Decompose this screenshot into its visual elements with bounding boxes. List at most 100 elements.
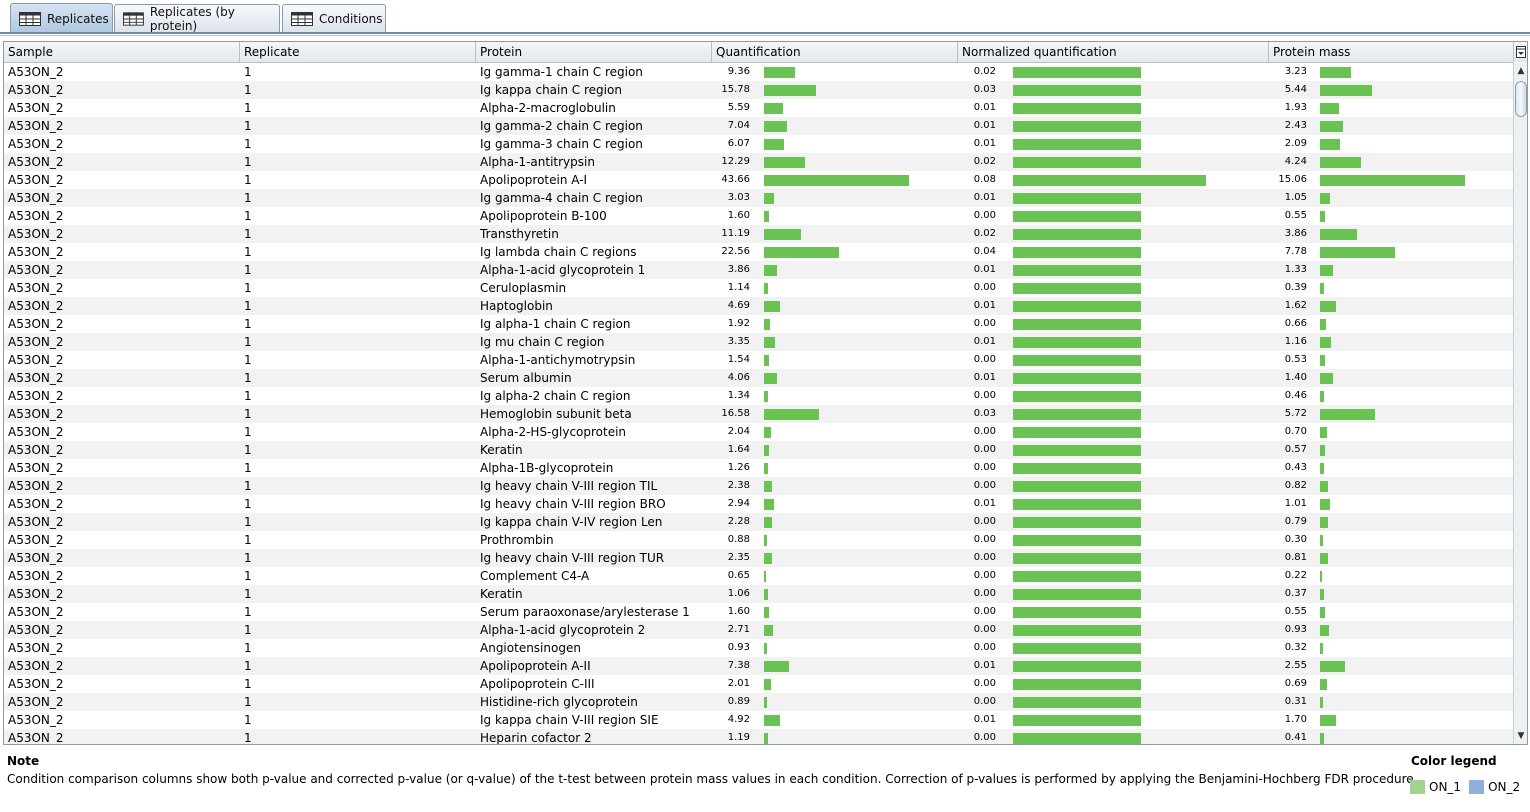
protein-mass-value: 0.57 [1284,444,1307,455]
sample-cell: A53ON_2 [8,731,64,745]
replicate-cell: 1 [244,65,252,79]
table-row[interactable]: A53ON_2 1 Haptoglobin 4.69 0.01 1.62 [4,297,1513,315]
sample-cell: A53ON_2 [8,119,64,133]
replicate-cell: 1 [244,407,252,421]
normalized-quantification-bar [1013,715,1141,726]
replicate-cell: 1 [244,83,252,97]
protein-mass-value: 3.23 [1284,66,1307,77]
normalized-quantification-value: 0.00 [973,570,996,581]
sample-cell: A53ON_2 [8,605,64,619]
table-row[interactable]: A53ON_2 1 Apolipoprotein A-II 7.38 0.01 2.55 [4,657,1513,675]
table-row[interactable]: A53ON_2 1 Complement C4-A 0.65 0.00 0.22 [4,567,1513,585]
table-row[interactable]: A53ON_2 1 Angiotensinogen 0.93 0.00 0.32 [4,639,1513,657]
normalized-quantification-bar [1013,67,1141,78]
protein-mass-bar [1320,229,1357,240]
table-row[interactable]: A53ON_2 1 Ceruloplasmin 1.14 0.00 0.39 [4,279,1513,297]
replicate-cell: 1 [244,569,252,583]
table-row[interactable]: A53ON_2 1 Alpha-2-HS-glycoprotein 2.04 0.00 0… [4,423,1513,441]
table-row[interactable]: A53ON_2 1 Transthyretin 11.19 0.02 3.86 [4,225,1513,243]
normalized-quantification-value: 0.08 [973,174,996,185]
table-row[interactable]: A53ON_2 1 Ig lambda chain C regions 22.56 0.… [4,243,1513,261]
normalized-quantification-bar [1013,607,1141,618]
table-row[interactable]: A53ON_2 1 Hemoglobin subunit beta 16.58 0.03… [4,405,1513,423]
protein-mass-value: 1.33 [1284,264,1307,275]
quantification-value: 7.38 [727,660,750,671]
table-row[interactable]: A53ON_2 1 Alpha-1-acid glycoprotein 1 3.86 0… [4,261,1513,279]
protein-mass-bar [1320,301,1336,312]
table-row[interactable]: A53ON_2 1 Ig kappa chain V-III region SIE 4… [4,711,1513,729]
table-row[interactable]: A53ON_2 1 Ig alpha-2 chain C region 1.34 0.0… [4,387,1513,405]
quantification-value: 12.29 [721,156,750,167]
table-row[interactable]: A53ON_2 1 Ig heavy chain V-III region TIL 2… [4,477,1513,495]
protein-mass-bar [1320,571,1322,582]
protein-mass-value: 15.06 [1278,174,1307,185]
normalized-quantification-value: 0.00 [973,678,996,689]
column-header-sample[interactable]: Sample [4,42,240,62]
table-row[interactable]: A53ON_2 1 Ig gamma-3 chain C region 6.07 0.0… [4,135,1513,153]
table-row[interactable]: A53ON_2 1 Ig gamma-4 chain C region 3.03 0.0… [4,189,1513,207]
sample-cell: A53ON_2 [8,677,64,691]
normalized-quantification-bar [1013,733,1141,744]
quantification-bar [764,427,771,438]
table-row[interactable]: A53ON_2 1 Apolipoprotein B-100 1.60 0.00 0.55 [4,207,1513,225]
scroll-down-icon[interactable]: ▼ [1517,731,1525,741]
table-row[interactable]: A53ON_2 1 Histidine-rich glycoprotein 0.89 0… [4,693,1513,711]
protein-mass-value: 0.79 [1284,516,1307,527]
table-row[interactable]: A53ON_2 1 Ig kappa chain C region 15.78 0.03… [4,81,1513,99]
vertical-scrollbar[interactable]: ▲ ▼ [1513,63,1527,744]
table-row[interactable]: A53ON_2 1 Alpha-1-antichymotrypsin 1.54 0.00… [4,351,1513,369]
table-row[interactable]: A53ON_2 1 Alpha-1-antitrypsin 12.29 0.02 4.24 [4,153,1513,171]
normalized-quantification-bar [1013,643,1141,654]
table-row[interactable]: A53ON_2 1 Ig kappa chain V-IV region Len 2.… [4,513,1513,531]
table-row[interactable]: A53ON_2 1 Heparin cofactor 2 1.19 0.00 0.41 [4,729,1513,745]
normalized-quantification-bar [1013,391,1141,402]
table-row[interactable]: A53ON_2 1 Ig gamma-1 chain C region 9.36 0.0… [4,63,1513,81]
legend-label-on1: ON_1 [1429,780,1462,794]
quantification-bar [764,715,780,726]
protein-cell: Ig gamma-3 chain C region [480,137,643,151]
table-row[interactable]: A53ON_2 1 Ig gamma-2 chain C region 7.04 0.0… [4,117,1513,135]
normalized-quantification-bar [1013,337,1141,348]
scroll-up-icon[interactable]: ▲ [1517,66,1525,76]
table-row[interactable]: A53ON_2 1 Serum paraoxonase/arylesterase 1… [4,603,1513,621]
table-row[interactable]: A53ON_2 1 Apolipoprotein A-I 43.66 0.08 15.06 [4,171,1513,189]
table-row[interactable]: A53ON_2 1 Ig heavy chain V-III region BRO 2… [4,495,1513,513]
tab-replicates[interactable]: Replicates [10,3,113,33]
table-row[interactable]: A53ON_2 1 Serum albumin 4.06 0.01 1.40 [4,369,1513,387]
column-header-protein[interactable]: Protein [476,42,712,62]
tab-replicates-by-protein[interactable]: Replicates (by protein) [114,4,280,33]
column-header-replicate[interactable]: Replicate [240,42,476,62]
column-header-quantification[interactable]: Quantification [712,42,958,62]
quantification-value: 43.66 [721,174,750,185]
table-row[interactable]: A53ON_2 1 Alpha-1-acid glycoprotein 2 2.71 0… [4,621,1513,639]
table-row[interactable]: A53ON_2 1 Apolipoprotein C-III 2.01 0.00 0.69 [4,675,1513,693]
protein-cell: Ig heavy chain V-III region TIL [480,479,658,493]
table-row[interactable]: A53ON_2 1 Ig heavy chain V-III region TUR 2… [4,549,1513,567]
table-row[interactable]: A53ON_2 1 Keratin 1.06 0.00 0.37 [4,585,1513,603]
column-control-icon[interactable] [1513,42,1527,62]
quantification-bar [764,67,795,78]
note-title: Note [7,754,40,768]
tab-conditions[interactable]: Conditions [282,4,386,32]
quantification-bar [764,481,772,492]
column-header-protein-mass[interactable]: Protein mass [1273,45,1351,59]
column-header-normalized-quantification[interactable]: Normalized quantification [958,42,1269,62]
table-row[interactable]: A53ON_2 1 Prothrombin 0.88 0.00 0.30 [4,531,1513,549]
scrollbar-thumb[interactable] [1515,81,1527,117]
protein-mass-bar [1320,427,1327,438]
replicate-cell: 1 [244,677,252,691]
protein-mass-bar [1320,373,1333,384]
table-row[interactable]: A53ON_2 1 Ig mu chain C region 3.35 0.01 1.16 [4,333,1513,351]
protein-mass-value: 0.55 [1284,606,1307,617]
protein-cell: Ig heavy chain V-III region BRO [480,497,666,511]
protein-mass-value: 0.43 [1284,462,1307,473]
table-row[interactable]: A53ON_2 1 Ig alpha-1 chain C region 1.92 0.0… [4,315,1513,333]
table-row[interactable]: A53ON_2 1 Alpha-2-macroglobulin 5.59 0.01 1.9… [4,99,1513,117]
sample-cell: A53ON_2 [8,65,64,79]
protein-mass-bar [1320,283,1324,294]
table-row[interactable]: A53ON_2 1 Keratin 1.64 0.00 0.57 [4,441,1513,459]
normalized-quantification-bar [1013,139,1141,150]
table-row[interactable]: A53ON_2 1 Alpha-1B-glycoprotein 1.26 0.00 0.4… [4,459,1513,477]
quantification-bar [764,409,819,420]
tab-label: Conditions [319,11,383,26]
